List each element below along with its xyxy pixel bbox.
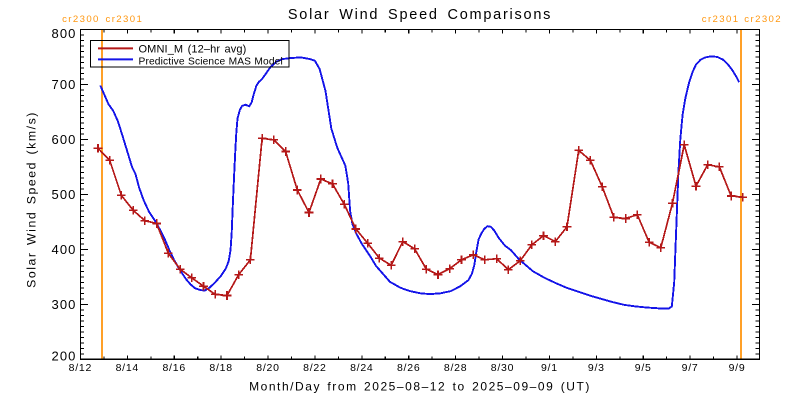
svg-text:9/7: 9/7 [682, 362, 699, 374]
svg-text:8/18: 8/18 [209, 362, 232, 374]
svg-text:800: 800 [52, 26, 77, 41]
svg-text:9/1: 9/1 [541, 362, 558, 374]
svg-text:8/24: 8/24 [350, 362, 373, 374]
svg-text:cr2301: cr2301 [106, 14, 144, 25]
svg-text:200: 200 [52, 349, 77, 364]
svg-text:8/26: 8/26 [397, 362, 420, 374]
svg-text:400: 400 [52, 242, 77, 257]
svg-text:Solar Wind Speed (km/s): Solar Wind Speed (km/s) [25, 111, 39, 288]
svg-text:9/9: 9/9 [729, 362, 746, 374]
svg-text:cr2302: cr2302 [744, 14, 782, 25]
svg-text:8/16: 8/16 [162, 362, 185, 374]
svg-text:500: 500 [52, 187, 77, 202]
svg-text:8/28: 8/28 [444, 362, 467, 374]
svg-text:Predictive Science MAS Model: Predictive Science MAS Model [139, 56, 283, 67]
svg-text:9/3: 9/3 [588, 362, 605, 374]
svg-text:8/20: 8/20 [256, 362, 279, 374]
svg-text:Month/Day from 2025–08–12 to 2: Month/Day from 2025–08–12 to 2025–09–09 … [249, 380, 591, 394]
svg-text:600: 600 [52, 132, 77, 147]
svg-text:8/14: 8/14 [116, 362, 139, 374]
svg-text:OMNI_M (12–hr avg): OMNI_M (12–hr avg) [139, 44, 247, 56]
svg-text:8/30: 8/30 [491, 362, 514, 374]
svg-text:300: 300 [52, 297, 77, 312]
svg-text:8/22: 8/22 [303, 362, 326, 374]
svg-text:Solar Wind Speed Comparisons: Solar Wind Speed Comparisons [288, 7, 552, 23]
svg-text:cr2301: cr2301 [702, 14, 740, 25]
svg-text:700: 700 [52, 77, 77, 92]
svg-text:cr2300: cr2300 [62, 14, 100, 25]
svg-text:8/12: 8/12 [69, 362, 92, 374]
svg-text:9/5: 9/5 [635, 362, 652, 374]
